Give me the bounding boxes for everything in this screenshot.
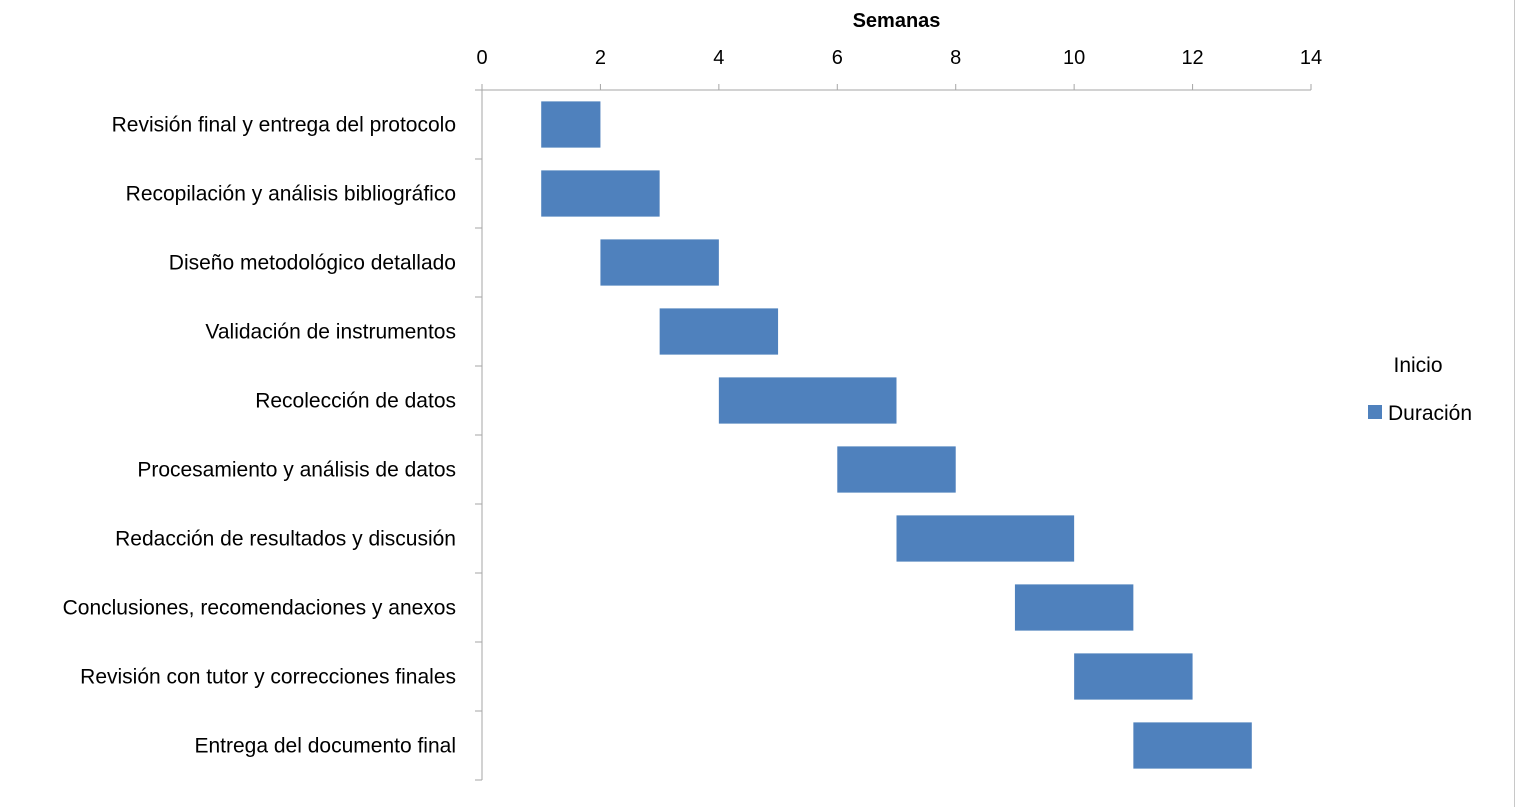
category-label: Validación de instrumentos xyxy=(205,321,456,344)
x-tick-label: 12 xyxy=(1181,47,1203,69)
x-tick-label: 2 xyxy=(595,47,606,69)
category-label: Redacción de resultados y discusión xyxy=(115,528,456,551)
category-label: Entrega del documento final xyxy=(194,735,456,758)
duration-bar xyxy=(1014,584,1134,631)
category-label: Revisión con tutor y correcciones finale… xyxy=(80,666,456,689)
legend-label-inicio: Inicio xyxy=(1393,354,1442,377)
x-axis-title: Semanas xyxy=(853,10,941,32)
x-tick-label: 6 xyxy=(832,47,843,69)
duration-bar xyxy=(718,377,897,424)
x-tick-label: 8 xyxy=(950,47,961,69)
duration-bar xyxy=(1074,653,1193,700)
duration-bar xyxy=(541,170,660,217)
legend-label-duracion: Duración xyxy=(1388,402,1472,425)
x-tick-label: 10 xyxy=(1063,47,1085,69)
duration-bar xyxy=(837,446,956,493)
x-tick-label: 0 xyxy=(476,47,487,69)
category-label: Conclusiones, recomendaciones y anexos xyxy=(63,597,456,620)
category-label: Recolección de datos xyxy=(255,390,456,413)
category-label: Procesamiento y análisis de datos xyxy=(137,459,456,482)
duration-bar xyxy=(659,308,779,355)
x-tick-label: 14 xyxy=(1300,47,1322,69)
duration-bar xyxy=(541,101,601,148)
duration-bar xyxy=(1133,722,1252,769)
category-label: Revisión final y entrega del protocolo xyxy=(112,114,456,137)
category-label: Diseño metodológico detallado xyxy=(169,252,456,275)
duration-bar xyxy=(896,515,1075,562)
legend-swatch-duracion xyxy=(1368,405,1382,419)
x-tick-label: 4 xyxy=(713,47,724,69)
category-label: Recopilación y análisis bibliográfico xyxy=(126,183,456,206)
duration-bar xyxy=(600,239,719,286)
